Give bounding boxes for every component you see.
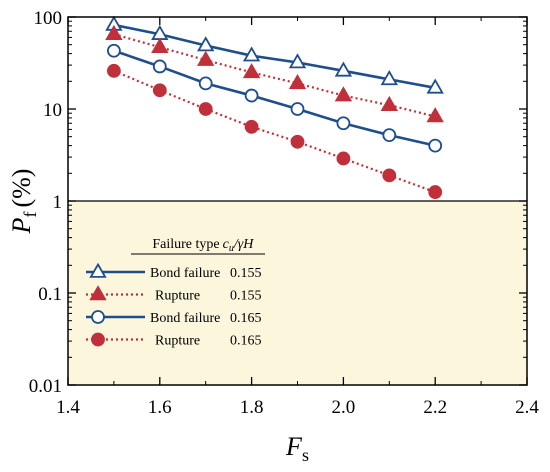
series-4-point	[336, 151, 351, 166]
tick-labels: 1.4 1.6 1.8 2.0 2.2 2.4 0.01 0.1 1 10 100	[29, 8, 540, 418]
series-2-point	[197, 50, 215, 66]
series-3-point	[290, 102, 305, 116]
legend-ratio: 0.165	[230, 311, 262, 326]
y-axis-label-subscript: f	[20, 212, 40, 218]
y-tick-label: 1	[53, 192, 63, 213]
series-3-point	[107, 43, 121, 58]
x-axis-label-main: F	[285, 432, 303, 461]
y-tick-label: 100	[34, 8, 63, 29]
series-4-point	[428, 185, 443, 199]
series-2-point	[426, 107, 444, 123]
series-3-point	[244, 88, 259, 103]
y-tick-label: 10	[43, 100, 62, 121]
series-4-point	[382, 168, 397, 183]
legend-item-1: Bond failure 0.155	[86, 262, 262, 281]
series-2-point	[105, 24, 123, 40]
legend-item-2: Rupture 0.155	[86, 285, 262, 304]
series-4-point	[290, 134, 305, 149]
series-4-point	[244, 119, 259, 134]
legend-marker	[89, 285, 107, 301]
series-4	[107, 63, 443, 199]
series-3-point	[336, 116, 351, 131]
legend-label: Bond failure	[150, 311, 220, 326]
legend-header-ratio-rest: /γH	[233, 237, 254, 252]
series-layer	[105, 15, 444, 199]
series-2-point	[242, 63, 261, 79]
series-3	[107, 43, 443, 153]
legend-marker	[91, 310, 105, 324]
series-1-point	[426, 78, 444, 94]
legend-label: Rupture	[155, 334, 200, 349]
shaded-region-below-1-percent	[68, 201, 527, 385]
y-tick-label: 0.1	[38, 284, 62, 305]
legend-marker	[91, 332, 105, 347]
legend-item-3: Bond failure 0.165	[86, 310, 262, 326]
y-axis-label-unit: (%)	[7, 169, 36, 208]
legend-header-ratio: cu/γH	[223, 237, 255, 254]
series-2-point	[151, 37, 169, 53]
x-tick-label: 2.2	[423, 397, 447, 418]
series-3-line	[113, 49, 436, 147]
legend-header-ratio-c: c	[223, 237, 230, 252]
series-4-line	[113, 69, 436, 194]
legend-marker	[89, 262, 107, 278]
legend-label: Rupture	[155, 289, 200, 304]
series-4-point	[152, 83, 167, 98]
series-2-point	[288, 74, 307, 90]
legend-label: Bond failure	[150, 266, 220, 281]
legend-item-4: Rupture 0.165	[86, 332, 262, 349]
y-tick-label: 0.01	[29, 376, 62, 397]
series-2-line	[113, 33, 436, 118]
y-axis-label-main: P	[7, 217, 36, 234]
x-tick-label: 2.4	[515, 397, 539, 418]
series-1-point	[334, 61, 353, 77]
series-1-point	[380, 70, 398, 86]
x-axis-label: Fs	[285, 432, 309, 465]
x-tick-label: 1.4	[56, 397, 80, 418]
legend-ratio: 0.165	[230, 334, 262, 349]
series-4-point	[107, 63, 121, 78]
x-tick-label: 1.6	[148, 397, 172, 418]
x-tick-label: 1.8	[240, 397, 264, 418]
series-4-point	[198, 102, 213, 116]
series-2-point	[334, 86, 353, 102]
y-axis-label: Pf (%)	[7, 169, 40, 235]
legend-ratio: 0.155	[230, 266, 262, 281]
series-1-point	[242, 46, 261, 62]
x-tick-label: 2.0	[332, 397, 356, 418]
series-1-point	[288, 53, 307, 69]
series-1	[105, 15, 444, 94]
plot-frame	[67, 16, 528, 386]
series-2-point	[380, 95, 398, 111]
series-3-point	[152, 59, 167, 74]
x-axis-label-subscript: s	[302, 445, 309, 465]
series-1-point	[197, 36, 215, 52]
series-3-point	[198, 76, 213, 91]
legend-header-failure-type: Failure type	[152, 237, 219, 252]
series-1-line	[113, 23, 436, 90]
series-3-point	[428, 138, 443, 153]
series-3-point	[382, 128, 397, 143]
legend-header-ratio-subscript: u	[229, 243, 234, 254]
series-2	[105, 24, 444, 123]
legend-ratio: 0.155	[230, 289, 262, 304]
